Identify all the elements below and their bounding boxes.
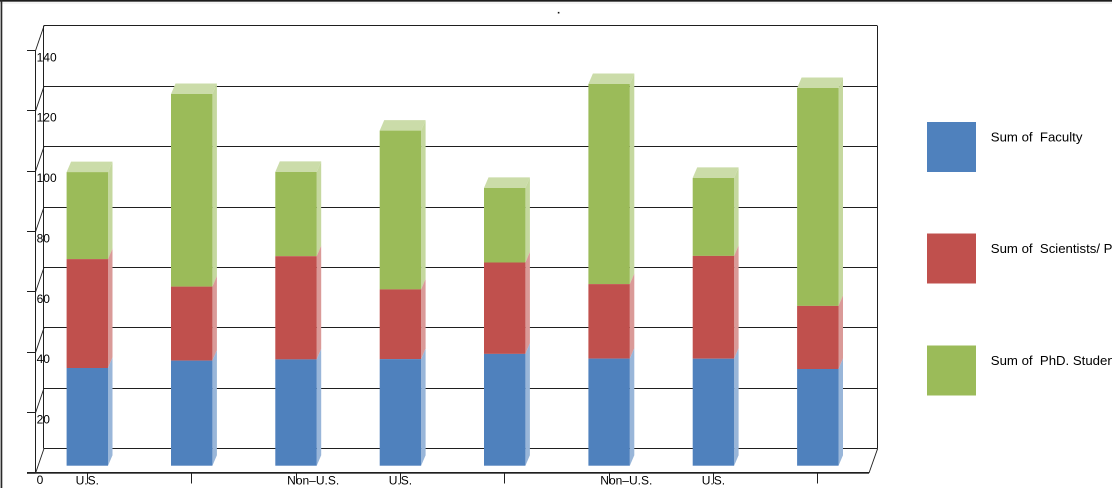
svg-text:100: 100 [37, 171, 57, 185]
svg-text:Non–U.S.: Non–U.S. [287, 474, 339, 488]
svg-text:Sum of PhD. Students: Sum of PhD. Students [991, 353, 1112, 368]
svg-text:40: 40 [37, 352, 51, 366]
svg-text:U.S.: U.S. [76, 474, 99, 488]
svg-text:U.S.: U.S. [702, 474, 725, 488]
svg-text:Sum of Faculty: Sum of Faculty [991, 129, 1083, 144]
svg-text:0: 0 [37, 473, 44, 487]
svg-text:Sum of Scientists/ PostDocs: Sum of Scientists/ PostDocs [991, 241, 1112, 256]
svg-text:U.S.: U.S. [389, 474, 412, 488]
svg-text:Non–U.S.: Non–U.S. [600, 474, 652, 488]
svg-text:20: 20 [37, 413, 51, 427]
svg-text:80: 80 [37, 231, 51, 245]
svg-text:140: 140 [37, 50, 57, 64]
svg-text:120: 120 [37, 111, 57, 125]
svg-text:60: 60 [37, 292, 51, 306]
